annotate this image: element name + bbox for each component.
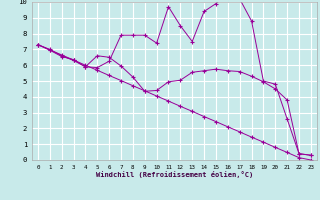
X-axis label: Windchill (Refroidissement éolien,°C): Windchill (Refroidissement éolien,°C) <box>96 171 253 178</box>
